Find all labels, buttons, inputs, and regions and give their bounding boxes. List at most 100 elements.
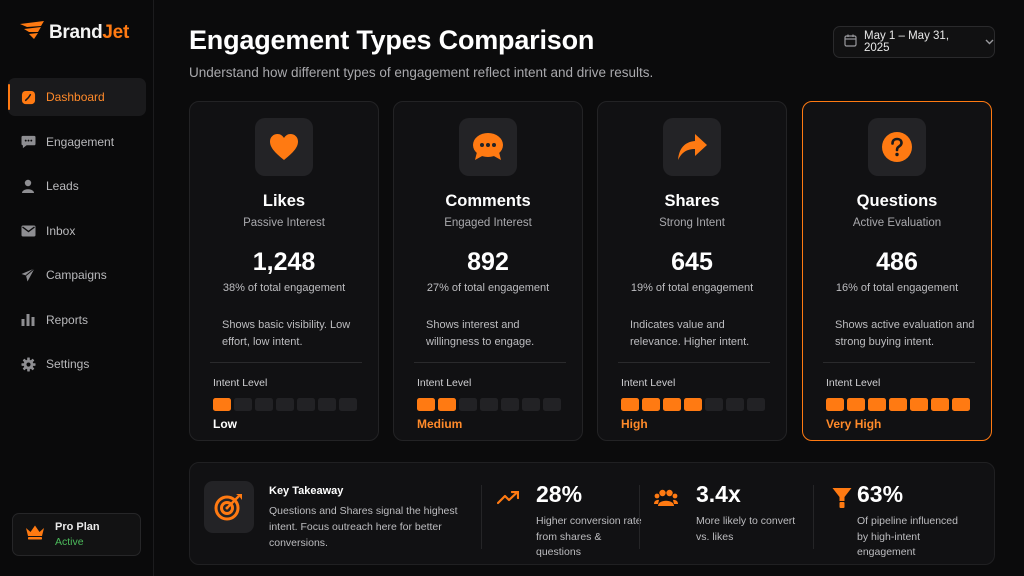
intent-segment xyxy=(255,398,273,411)
crown-icon xyxy=(25,524,45,545)
heart-icon xyxy=(255,118,313,176)
card-subtitle: Engaged Interest xyxy=(444,217,532,229)
wing-logo-icon xyxy=(19,20,45,45)
question-icon xyxy=(868,118,926,176)
intent-label: Intent Level xyxy=(621,377,676,389)
key-takeaway-panel: Key Takeaway Questions and Shares signal… xyxy=(189,462,995,565)
trend-up-icon xyxy=(496,487,520,509)
takeaway-text: Questions and Shares signal the highest … xyxy=(269,505,458,549)
target-icon xyxy=(204,481,254,533)
intent-segment xyxy=(213,398,231,411)
page-subtitle: Understand how different types of engage… xyxy=(189,65,654,80)
card-title: Questions xyxy=(856,192,938,210)
funnel-icon xyxy=(830,487,854,509)
send-icon xyxy=(20,267,36,283)
card-questions[interactable]: Questions Active Evaluation 486 16% of t… xyxy=(802,101,992,441)
chevron-down-icon xyxy=(985,37,994,48)
card-percentage: 19% of total engagement xyxy=(630,282,754,294)
intent-segment xyxy=(276,398,294,411)
intent-segment xyxy=(910,398,928,411)
intent-segment xyxy=(621,398,639,411)
chat-icon xyxy=(20,134,36,150)
share-icon xyxy=(663,118,721,176)
date-range-label: May 1 – May 31, 2025 xyxy=(864,30,950,54)
card-description: Shows interest and willingness to engage… xyxy=(426,319,535,348)
intent-level: High xyxy=(621,417,648,431)
intent-segment xyxy=(543,398,561,411)
sidebar-item-label: Inbox xyxy=(46,223,76,238)
sidebar-item-engagement[interactable]: Engagement xyxy=(8,123,146,161)
stat-description: Higher conversion rate from shares & que… xyxy=(536,515,642,558)
divider xyxy=(639,485,640,549)
card-subtitle: Strong Intent xyxy=(659,217,725,229)
calendar-icon xyxy=(844,34,857,50)
takeaway-title: Key Takeaway xyxy=(269,485,344,497)
users-icon xyxy=(654,487,678,509)
intent-segment xyxy=(847,398,865,411)
card-subtitle: Passive Interest xyxy=(243,217,325,229)
sidebar-item-reports[interactable]: Reports xyxy=(8,301,146,339)
sidebar-item-inbox[interactable]: Inbox xyxy=(8,212,146,250)
intent-meter xyxy=(213,398,357,411)
intent-segment xyxy=(522,398,540,411)
page-title: Engagement Types Comparison xyxy=(189,25,595,55)
plan-status: Active xyxy=(55,536,84,548)
plan-badge[interactable]: Pro Plan Active xyxy=(12,513,141,556)
intent-segment xyxy=(952,398,970,411)
card-title: Comments xyxy=(445,192,531,210)
card-description: Shows basic visibility. Low effort, low … xyxy=(222,319,351,348)
card-description: Shows active evaluation and strong buyin… xyxy=(835,319,975,348)
intent-segment xyxy=(705,398,723,411)
user-icon xyxy=(20,178,36,194)
sidebar-item-label: Engagement xyxy=(46,134,115,149)
stat-value: 3.4x xyxy=(696,481,741,507)
intent-segment xyxy=(480,398,498,411)
card-shares[interactable]: Shares Strong Intent 645 19% of total en… xyxy=(597,101,787,441)
brand-name: BrandJet xyxy=(49,21,129,43)
card-description: Indicates value and relevance. Higher in… xyxy=(630,319,750,348)
divider xyxy=(618,362,770,363)
card-title: Shares xyxy=(664,192,720,210)
gear-icon xyxy=(20,356,36,372)
stat-description: Of pipeline influenced by high-intent en… xyxy=(857,515,958,558)
intent-meter xyxy=(417,398,561,411)
divider xyxy=(823,362,975,363)
sidebar-item-campaigns[interactable]: Campaigns xyxy=(8,256,146,294)
sidebar-item-label: Dashboard xyxy=(46,90,105,104)
intent-segment xyxy=(339,398,357,411)
intent-label: Intent Level xyxy=(213,377,268,389)
intent-segment xyxy=(501,398,519,411)
card-value: 892 xyxy=(467,248,509,276)
divider xyxy=(481,485,482,549)
intent-segment xyxy=(642,398,660,411)
intent-segment xyxy=(826,398,844,411)
intent-level: Low xyxy=(213,417,237,431)
card-subtitle: Active Evaluation xyxy=(852,217,942,229)
mail-icon xyxy=(20,223,36,239)
logo[interactable]: BrandJet xyxy=(19,20,129,45)
card-title: Likes xyxy=(262,192,306,210)
sidebar-item-settings[interactable]: Settings xyxy=(8,345,146,383)
sidebar-item-dashboard[interactable]: Dashboard xyxy=(8,78,146,116)
card-value: 645 xyxy=(671,248,713,276)
card-percentage: 16% of total engagement xyxy=(835,282,959,294)
card-likes[interactable]: Likes Passive Interest 1,248 38% of tota… xyxy=(189,101,379,441)
intent-meter xyxy=(621,398,765,411)
divider xyxy=(813,485,814,549)
intent-segment xyxy=(234,398,252,411)
date-range-picker[interactable]: May 1 – May 31, 2025 xyxy=(833,26,995,58)
stat-description: More likely to convert vs. likes xyxy=(696,515,796,543)
divider xyxy=(210,362,362,363)
intent-label: Intent Level xyxy=(826,377,881,389)
sidebar-item-leads[interactable]: Leads xyxy=(8,167,146,205)
dashboard-icon xyxy=(20,89,36,105)
sidebar-item-label: Campaigns xyxy=(46,268,107,282)
intent-segment xyxy=(417,398,435,411)
intent-segment xyxy=(663,398,681,411)
card-comments[interactable]: Comments Engaged Interest 892 27% of tot… xyxy=(393,101,583,441)
comment-icon xyxy=(459,118,517,176)
stat-value: 63% xyxy=(857,481,904,507)
intent-meter xyxy=(826,398,970,411)
card-value: 1,248 xyxy=(252,248,316,276)
intent-segment xyxy=(747,398,765,411)
